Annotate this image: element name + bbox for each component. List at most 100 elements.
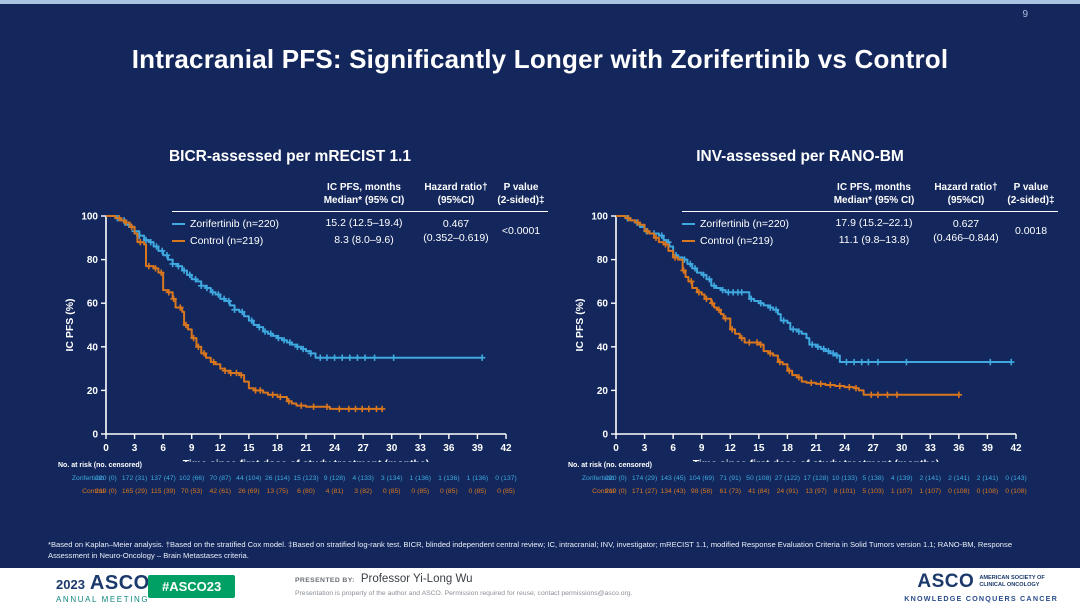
- legend-dash-control-icon: [172, 239, 185, 242]
- slide-title: Intracranial PFS: Significantly Longer w…: [131, 44, 949, 74]
- svg-text:0: 0: [602, 430, 608, 441]
- risk-row-name: Control: [82, 488, 104, 495]
- svg-text:0: 0: [92, 430, 98, 441]
- svg-text:20: 20: [87, 386, 99, 397]
- risk-cell: 143 (45): [660, 475, 686, 482]
- meeting-year: 2023: [56, 577, 85, 592]
- risk-row: Control 219 (0) 171 (27) 134 (43) 98 (58) 61 …: [570, 486, 1035, 499]
- risk-cell: 134 (43): [660, 488, 686, 495]
- risk-cell: 1 (107): [890, 488, 913, 495]
- meeting-name: ANNUAL MEETING: [56, 595, 150, 604]
- legend-item-zorifertinib: Zorifertinib (n=220): [682, 215, 820, 232]
- stats-table-inv: IC PFS, months Median* (95% CI) Hazard r…: [682, 182, 1058, 249]
- risk-cell: 220 (0): [95, 475, 117, 482]
- svg-text:100: 100: [81, 212, 98, 223]
- median-control: 8.3 (8.0–9.6): [334, 234, 394, 246]
- risk-cell: 0 (85): [497, 488, 515, 495]
- risk-row-name: Zorifertinib: [581, 475, 614, 482]
- risk-cell: 2 (141): [919, 475, 942, 482]
- legend-item-control: Control (n=219): [172, 232, 310, 249]
- risk-cell: 1 (136): [409, 475, 432, 482]
- risk-cell: 0 (85): [468, 488, 487, 495]
- risk-row: Zorifertinib 220 (0) 174 (29) 143 (45) 104 (…: [570, 473, 1035, 486]
- risk-table-label: No. at risk (no. censored): [58, 462, 143, 469]
- risk-cell: 2 (141): [948, 475, 970, 482]
- svg-text:0: 0: [103, 443, 109, 454]
- svg-text:39: 39: [982, 443, 994, 454]
- risk-cell: 26 (114): [265, 475, 290, 482]
- top-border-strip: [0, 0, 1080, 4]
- p-value: 0.0018: [1014, 225, 1048, 238]
- presenter-name: Professor Yi-Long Wu: [360, 573, 473, 585]
- risk-cell: 50 (108): [746, 475, 772, 482]
- svg-text:0: 0: [613, 443, 619, 454]
- risk-cell: 98 (58): [690, 488, 713, 495]
- asco-tagline: KNOWLEDGE CONQUERS CANCER: [904, 594, 1058, 603]
- median-control: 11.1 (9.8–13.8): [838, 234, 910, 246]
- risk-cell: 24 (91): [776, 488, 799, 495]
- svg-text:18: 18: [782, 443, 794, 454]
- svg-text:3: 3: [132, 443, 138, 454]
- svg-text:IC PFS (%): IC PFS (%): [574, 298, 586, 351]
- stats-header-icpfs: IC PFS, months Median* (95% CI): [833, 182, 915, 206]
- risk-cell: 27 (122): [774, 475, 801, 482]
- svg-text:Time since first dose of study: Time since first dose of study treatment…: [693, 458, 940, 462]
- svg-text:15: 15: [243, 443, 255, 454]
- risk-cell: 102 (66): [179, 475, 205, 482]
- risk-row-name: Zorifertinib: [71, 475, 104, 482]
- footer-bar: 2023 ASCO ANNUAL MEETING #ASCO23 PRESENT…: [0, 568, 1080, 608]
- hazard-ratio-value: 0.627 (0.466–0.844): [933, 218, 999, 244]
- risk-cell: 13 (97): [805, 488, 827, 495]
- risk-cell: 115 (39): [150, 488, 176, 495]
- km-chart-bicr: 02040608010003691215182124273033363942Ti…: [64, 212, 512, 463]
- svg-text:60: 60: [597, 299, 609, 310]
- risk-cell: 1 (136): [438, 475, 460, 482]
- stats-table-bicr: IC PFS, months Median* (95% CI) Hazard r…: [172, 182, 548, 249]
- panel-bicr: BICR-assessed per mRECIST 1.1 IC PFS, mo…: [45, 140, 548, 520]
- svg-text:40: 40: [87, 342, 99, 353]
- risk-cell: 4 (133): [352, 475, 374, 482]
- risk-cell: 0 (85): [411, 488, 430, 495]
- risk-cell: 44 (104): [236, 475, 262, 482]
- risk-cell: 0 (85): [439, 488, 458, 495]
- svg-text:42: 42: [500, 443, 512, 454]
- risk-cell: 9 (128): [323, 475, 346, 482]
- svg-text:80: 80: [87, 255, 99, 266]
- svg-text:6: 6: [160, 443, 166, 454]
- svg-text:42: 42: [1010, 443, 1022, 454]
- risk-cell: 0 (137): [495, 475, 517, 482]
- stats-divider: [172, 211, 548, 212]
- svg-text:9: 9: [699, 443, 705, 454]
- svg-text:20: 20: [597, 386, 609, 397]
- svg-text:21: 21: [300, 443, 312, 454]
- stats-divider: [682, 211, 1058, 212]
- risk-cell: 1 (136): [466, 475, 489, 482]
- risk-cell: 0 (108): [976, 488, 999, 495]
- risk-cell: 0 (143): [1005, 475, 1027, 482]
- risk-cell: 219 (0): [605, 488, 627, 495]
- legend-item-control: Control (n=219): [682, 232, 820, 249]
- stats-header-pvalue: P value (2-sided)‡: [1007, 182, 1055, 206]
- legend-dash-control-icon: [682, 239, 695, 242]
- risk-table-label: No. at risk (no. censored): [568, 462, 653, 469]
- risk-cell: 3 (134): [380, 475, 403, 482]
- stats-header-icpfs: IC PFS, months Median* (95% CI): [323, 182, 405, 206]
- risk-cell: 70 (87): [209, 475, 232, 482]
- risk-cell: 172 (31): [121, 475, 148, 482]
- svg-text:60: 60: [87, 299, 99, 310]
- hashtag-badge: #ASCO23: [148, 575, 236, 598]
- median-zorifertinib: 15.2 (12.5–19.4): [325, 217, 403, 229]
- risk-cell: 70 (53): [180, 488, 203, 495]
- risk-cell: 41 (84): [748, 488, 770, 495]
- median-zorifertinib: 17.9 (15.2–22.1): [835, 217, 913, 229]
- risk-cell: 5 (103): [862, 488, 884, 495]
- svg-text:39: 39: [472, 443, 484, 454]
- svg-text:18: 18: [272, 443, 284, 454]
- svg-text:21: 21: [810, 443, 822, 454]
- risk-cell: 171 (27): [631, 488, 658, 495]
- p-value: <0.0001: [501, 225, 541, 238]
- risk-cell: 104 (69): [689, 475, 715, 482]
- risk-cell: 71 (91): [719, 475, 742, 482]
- panel-title-bicr: BICR-assessed per mRECIST 1.1: [168, 148, 412, 165]
